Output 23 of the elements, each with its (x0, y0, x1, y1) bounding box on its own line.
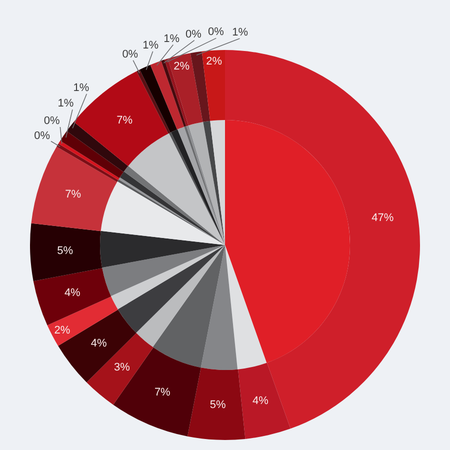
data-label: 0% (34, 130, 50, 142)
data-label: 7% (116, 114, 133, 127)
data-label: 5% (57, 244, 74, 257)
data-label: 1% (232, 26, 248, 39)
data-label: 0% (208, 26, 224, 38)
data-label: 1% (164, 32, 180, 45)
data-label: 1% (58, 98, 74, 110)
data-label: 5% (210, 398, 226, 411)
data-label: 7% (65, 188, 82, 201)
data-label: 1% (73, 82, 90, 94)
data-label: 0% (122, 48, 138, 60)
data-label: 0% (44, 115, 60, 128)
data-label: 4% (64, 287, 81, 300)
data-label: 0% (186, 28, 202, 40)
data-label: 1% (142, 39, 159, 52)
data-label: 4% (252, 395, 269, 408)
data-label: 3% (114, 361, 130, 374)
data-label: 2% (206, 56, 222, 68)
data-label: 2% (174, 60, 190, 72)
data-label: 47% (372, 212, 394, 224)
data-label: 2% (54, 324, 70, 337)
data-label: 4% (90, 337, 108, 350)
data-label: 7% (154, 386, 171, 398)
